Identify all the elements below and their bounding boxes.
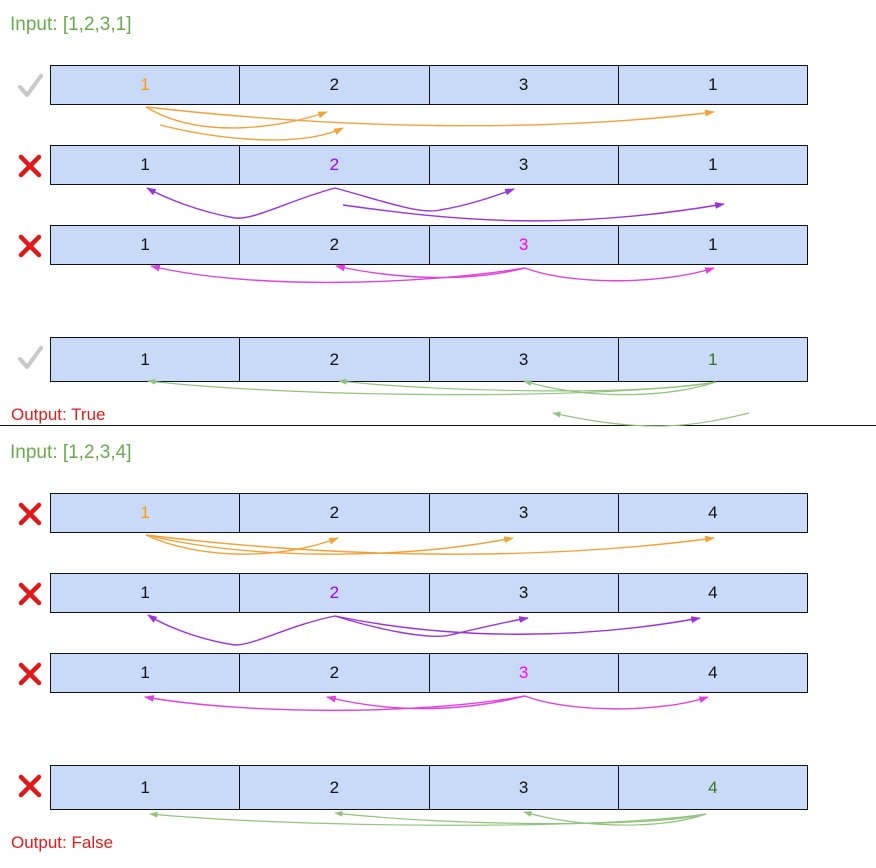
array-row: 1 2 3 4: [50, 573, 808, 613]
array-cell: 2: [240, 574, 430, 612]
array-cell: 2: [240, 766, 430, 809]
array-cell: 1: [618, 226, 807, 264]
comparison-arrow: [523, 380, 717, 396]
comparison-arrow: [334, 810, 707, 825]
array-row: 1 2 3 1: [50, 65, 808, 105]
array-cell: 4: [618, 494, 807, 532]
cross-mark-icon: [18, 502, 42, 526]
array-cell: 3: [429, 574, 619, 612]
array-cell: 2: [240, 146, 430, 184]
comparison-arrow: [338, 378, 717, 392]
comparison-arrow: [145, 534, 715, 555]
array-cell: 1: [51, 146, 241, 184]
comparison-arrow: [524, 695, 709, 710]
array-cell: 3: [429, 66, 619, 104]
cross-mark-icon: [18, 774, 42, 798]
comparison-arrow: [145, 534, 339, 555]
array-cell: 4: [618, 654, 807, 692]
comparison-arrow: [145, 106, 328, 129]
comparison-arrow: [145, 106, 715, 127]
cross-mark-icon: [18, 662, 42, 686]
comparison-arrow: [147, 614, 336, 646]
comparison-arrow: [342, 202, 725, 222]
comparison-arrow: [147, 378, 717, 396]
array-cell: 1: [618, 338, 807, 381]
array-cell: 2: [240, 494, 430, 532]
array-cell: 3: [429, 766, 619, 809]
array-cell: 1: [618, 66, 807, 104]
array-row: 1 2 3 4: [50, 493, 808, 533]
input-label-1: Input: [1,2,3,1]: [10, 14, 132, 35]
array-row: 1 2 3 1: [50, 337, 808, 382]
array-cell: 3: [429, 226, 619, 264]
comparison-arrow: [523, 811, 707, 826]
comparison-arrow: [335, 264, 526, 279]
array-row: 1 2 3 1: [50, 225, 808, 265]
cross-mark-icon: [18, 154, 42, 178]
cross-mark-icon: [18, 234, 42, 258]
comparison-arrow: [144, 695, 526, 712]
array-cell: 1: [51, 654, 241, 692]
comparison-arrow: [334, 615, 529, 638]
output-label-1: Output: True: [11, 405, 106, 424]
array-cell: 1: [618, 146, 807, 184]
array-cell: 3: [429, 654, 619, 692]
comparison-arrow: [159, 124, 344, 141]
input-label-2: Input: [1,2,3,4]: [10, 442, 132, 463]
check-mark-icon: [18, 346, 43, 369]
array-row: 1 2 3 4: [50, 653, 808, 693]
array-cell: 2: [240, 226, 430, 264]
comparison-arrow: [524, 267, 715, 282]
comparison-arrow: [145, 534, 514, 555]
array-cell: 1: [51, 494, 241, 532]
array-cell: 1: [51, 574, 241, 612]
comparison-arrow: [150, 264, 526, 284]
section-divider: [0, 425, 876, 426]
array-cell: 4: [618, 766, 807, 809]
comparison-arrow: [334, 187, 515, 212]
array-cell: 1: [51, 226, 241, 264]
array-cell: 2: [240, 66, 430, 104]
comparison-arrow: [149, 811, 707, 826]
check-mark-icon: [18, 74, 43, 97]
array-cell: 1: [51, 338, 241, 381]
array-cell: 1: [51, 766, 241, 809]
array-cell: 3: [429, 494, 619, 532]
array-cell: 2: [240, 654, 430, 692]
array-row: 1 2 3 4: [50, 765, 808, 810]
array-cell: 4: [618, 574, 807, 612]
array-cell: 3: [429, 146, 619, 184]
array-cell: 1: [51, 66, 241, 104]
comparison-arrow: [146, 187, 336, 219]
array-row: 1 2 3 1: [50, 145, 808, 185]
comparison-arrow: [334, 615, 701, 635]
output-label-2: Output: False: [11, 833, 114, 852]
cross-mark-icon: [18, 582, 42, 606]
array-cell: 2: [240, 338, 430, 381]
array-cell: 3: [429, 338, 619, 381]
comparison-arrow: [326, 695, 526, 710]
